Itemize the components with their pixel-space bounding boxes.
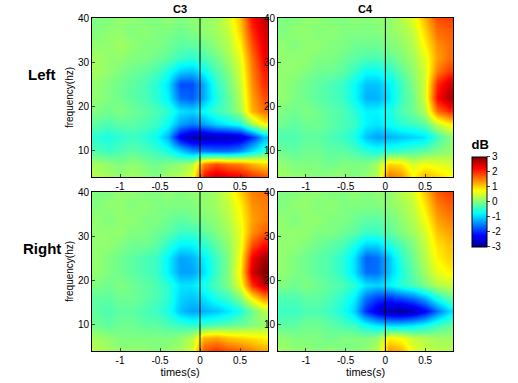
svg-text:30: 30: [264, 57, 276, 68]
svg-text:20: 20: [78, 101, 90, 112]
svg-text:30: 30: [78, 57, 90, 68]
svg-text:30: 30: [78, 231, 90, 242]
svg-text:frequency(hz): frequency(hz): [64, 67, 75, 128]
svg-text:10: 10: [78, 145, 90, 156]
svg-text:Right: Right: [23, 240, 61, 257]
svg-text:dB: dB: [472, 137, 489, 152]
svg-text:-1: -1: [492, 211, 501, 222]
svg-text:-1: -1: [301, 181, 310, 192]
svg-text:-0.5: -0.5: [337, 355, 355, 366]
svg-text:40: 40: [264, 187, 276, 198]
svg-text:10: 10: [264, 145, 276, 156]
svg-text:0: 0: [197, 355, 203, 366]
svg-text:-1: -1: [116, 355, 125, 366]
svg-text:-1: -1: [301, 355, 310, 366]
svg-text:-0.5: -0.5: [151, 181, 169, 192]
svg-text:-3: -3: [492, 241, 501, 252]
svg-text:40: 40: [78, 13, 90, 24]
svg-text:2: 2: [492, 166, 498, 177]
svg-text:20: 20: [264, 101, 276, 112]
svg-text:20: 20: [78, 275, 90, 286]
svg-text:-2: -2: [492, 226, 501, 237]
svg-text:Left: Left: [28, 66, 56, 83]
svg-text:0.5: 0.5: [418, 181, 432, 192]
svg-text:40: 40: [264, 13, 276, 24]
svg-text:40: 40: [78, 187, 90, 198]
svg-text:times(s): times(s): [346, 366, 385, 378]
svg-text:-0.5: -0.5: [337, 181, 355, 192]
svg-text:0: 0: [492, 196, 498, 207]
svg-text:1: 1: [492, 181, 498, 192]
svg-text:10: 10: [264, 319, 276, 330]
svg-text:3: 3: [492, 151, 498, 162]
svg-text:0: 0: [383, 355, 389, 366]
svg-text:C3: C3: [173, 3, 187, 15]
svg-text:0.5: 0.5: [233, 181, 247, 192]
svg-text:times(s): times(s): [160, 366, 199, 378]
svg-text:frequency(hz): frequency(hz): [64, 241, 75, 302]
svg-text:0: 0: [383, 181, 389, 192]
svg-text:-0.5: -0.5: [151, 355, 169, 366]
svg-text:10: 10: [78, 319, 90, 330]
svg-text:C4: C4: [358, 3, 373, 15]
svg-text:20: 20: [264, 275, 276, 286]
svg-text:30: 30: [264, 231, 276, 242]
svg-text:0.5: 0.5: [233, 355, 247, 366]
svg-text:0: 0: [197, 181, 203, 192]
svg-text:-1: -1: [116, 181, 125, 192]
svg-text:0.5: 0.5: [418, 355, 432, 366]
